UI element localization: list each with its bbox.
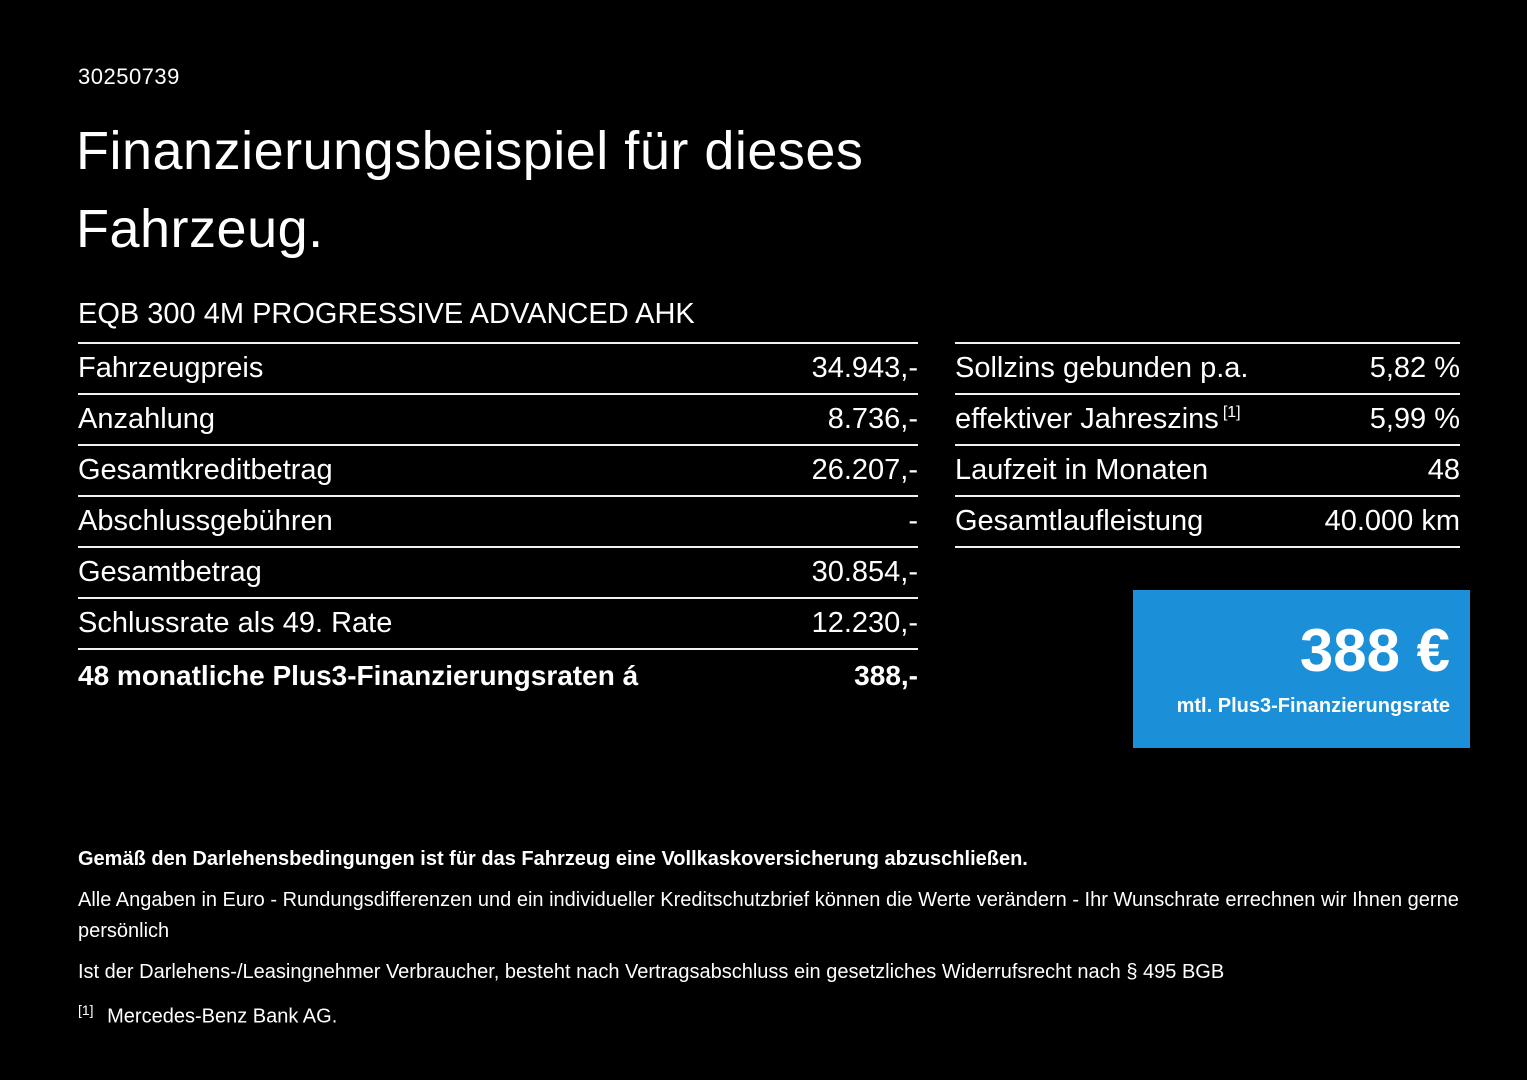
financing-table-left: Fahrzeugpreis 34.943,- Anzahlung 8.736,-… (78, 342, 918, 701)
row-value: 8.736,- (827, 403, 918, 435)
page-title-line1: Finanzierungsbeispiel für dieses (76, 121, 864, 181)
table-row: Anzahlung 8.736,- (78, 395, 918, 446)
insurance-note: Gemäß den Darlehensbedingungen ist für d… (78, 848, 1028, 870)
table-row: Gesamtkreditbetrag 26.207,- (78, 446, 918, 497)
disclaimer-note-1: Alle Angaben in Euro - Rundungsdifferenz… (78, 889, 1459, 942)
table-row: Fahrzeugpreis 34.943,- (78, 344, 918, 395)
footnote-text: Mercedes-Benz Bank AG. (107, 1005, 338, 1028)
row-label: Gesamtbetrag (78, 556, 262, 588)
row-label: Anzahlung (78, 403, 216, 435)
rate-amount: 388 € (1299, 616, 1450, 684)
row-value: 5,99 % (1369, 403, 1460, 435)
row-value: 5,82 % (1369, 352, 1460, 384)
rate-box: 388 € mtl. Plus3-Finanzierungsrate (1133, 590, 1470, 748)
footnote-superscript: [1] (1222, 404, 1241, 422)
financing-table-right: Sollzins gebunden p.a. 5,82 % effektiver… (955, 342, 1460, 548)
table-row: Gesamtbetrag 30.854,- (78, 548, 918, 599)
row-label: effektiver Jahreszins [1] (955, 403, 1241, 436)
row-label: Gesamtkreditbetrag (78, 454, 333, 486)
page-title-line2: Fahrzeug. (76, 199, 324, 260)
footnote: [1] Mercedes-Benz Bank AG. (78, 1002, 1478, 1029)
table-row: Schlussrate als 49. Rate 12.230,- (78, 599, 918, 650)
row-label: Schlussrate als 49. Rate (78, 607, 393, 639)
disclaimer-note-2: Ist der Darlehens-/Leasingnehmer Verbrau… (78, 961, 1225, 983)
row-label: Sollzins gebunden p.a. (955, 352, 1249, 384)
table-row: Sollzins gebunden p.a. 5,82 % (955, 344, 1460, 395)
table-row: Gesamtlaufleistung 40.000 km (955, 497, 1460, 548)
row-value: 26.207,- (811, 454, 918, 486)
rate-caption: mtl. Plus3-Finanzierungsrate (1176, 694, 1450, 717)
row-value: 40.000 km (1324, 505, 1460, 537)
footnote-marker: [1] (78, 1002, 94, 1018)
row-value: 12.230,- (811, 607, 918, 639)
row-value: 34.943,- (811, 352, 918, 384)
row-label-text: effektiver Jahreszins (955, 403, 1219, 435)
reference-number: 30250739 (78, 64, 180, 89)
row-value: 48 (1427, 454, 1460, 486)
table-row: Laufzeit in Monaten 48 (955, 446, 1460, 497)
row-label: Gesamtlaufleistung (955, 505, 1204, 537)
vehicle-name: EQB 300 4M PROGRESSIVE ADVANCED AHK (78, 298, 695, 330)
row-value: 388,- (854, 659, 918, 691)
table-row: effektiver Jahreszins [1] 5,99 % (955, 395, 1460, 446)
row-label: 48 monatliche Plus3-Finanzierungsraten á (78, 659, 639, 691)
row-label: Abschlussgebühren (78, 505, 333, 537)
table-row: Abschlussgebühren - (78, 497, 918, 548)
page-title: Finanzierungsbeispiel für dieses Fahrzeu… (76, 112, 863, 269)
table-row-monthly-rate: 48 monatliche Plus3-Finanzierungsraten á… (78, 650, 918, 701)
row-label: Fahrzeugpreis (78, 352, 264, 384)
row-value: 30.854,- (811, 556, 918, 588)
row-label: Laufzeit in Monaten (955, 454, 1209, 486)
footer-legal: Gemäß den Darlehensbedingungen ist für d… (78, 848, 1478, 1029)
row-value: - (908, 505, 918, 537)
